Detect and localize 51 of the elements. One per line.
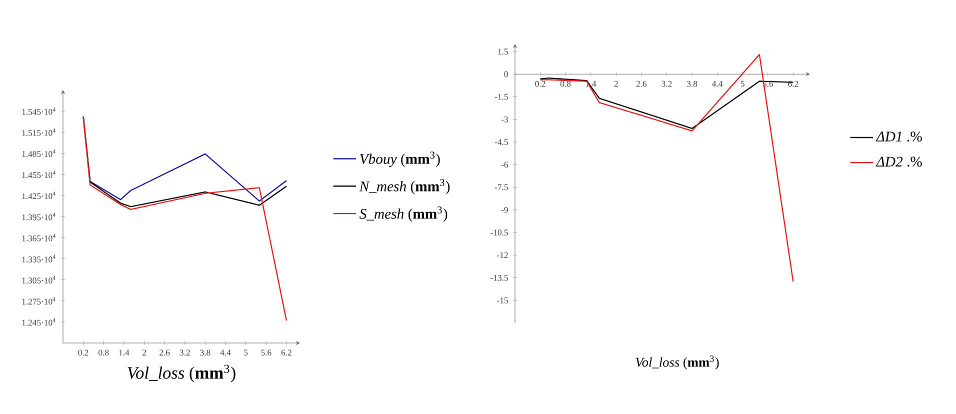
x-tick-label: 5 (244, 350, 248, 356)
y-tick-label: 1.5 (498, 48, 508, 54)
y-tick-label: 1.515·10$^{4}$ (22, 128, 56, 136)
x-tick-label: 1.4 (119, 350, 130, 356)
y-tick-label: 1.245·10$^{4}$ (22, 318, 56, 326)
y-tick-label: 1.545·10$^{4}$ (22, 107, 56, 115)
legend-label: S_mesh (mm$^{3}$) (360, 206, 448, 222)
x-tick-label: 0.8 (560, 80, 571, 87)
y-tick-label: -9 (501, 206, 508, 213)
y-tick-label: 1.365·10$^{4}$ (22, 234, 56, 242)
y-tick-label: 1.395·10$^{4}$ (22, 212, 56, 220)
x-tick-label: 3.8 (200, 350, 210, 356)
x-tick-label: 2.6 (160, 350, 170, 356)
legend-label: N_mesh (mm$^{3}$) (359, 179, 450, 194)
y-tick-label: -15 (497, 297, 508, 304)
y-tick-label: -3 (501, 116, 508, 122)
x-tick-label: 4.4 (712, 80, 723, 87)
y-tick-label: -7.5 (494, 184, 508, 190)
y-tick-label: 1.425·10$^{4}$ (22, 192, 56, 200)
x-tick-label: 2 (614, 80, 618, 87)
x-axis-title: Vol_loss (mm$^{3}$) (636, 356, 719, 370)
x-tick-label: 6.2 (281, 350, 292, 356)
x-tick-label: 3.8 (687, 80, 698, 87)
x-tick-label: 3.2 (662, 80, 672, 87)
y-tick-label: 1.335·10$^{4}$ (22, 254, 56, 262)
y-tick-label: 1.275·10$^{4}$ (22, 297, 56, 305)
x-tick-label: 4.4 (220, 350, 231, 356)
legend-label: ΔD1 .% (876, 132, 922, 142)
x-tick-label: 2.6 (636, 80, 647, 87)
legend-label: ΔD2 .% (876, 156, 922, 167)
y-tick-label: 1.485·10$^{4}$ (22, 150, 56, 157)
x-tick-label: 3.2 (180, 350, 190, 356)
legend-label: Vbouy (mm$^{3}$) (360, 152, 440, 167)
y-tick-label: 1.305·10$^{4}$ (22, 276, 56, 284)
x-tick-label: 6.2 (788, 80, 798, 87)
x-tick-label: 0.2 (78, 350, 88, 356)
y-tick-label: -12 (497, 252, 508, 258)
x-tick-label: 5 (740, 80, 744, 87)
y-tick-label: -10.5 (490, 230, 508, 236)
y-tick-label: -1.5 (494, 94, 508, 100)
x-tick-label: 2 (142, 350, 146, 356)
x-axis-title: Vol_loss (mm$^{3}$) (128, 364, 236, 382)
y-tick-label: 0 (504, 71, 508, 78)
x-tick-label: 0.2 (535, 80, 546, 87)
y-tick-label: -13.5 (490, 274, 508, 281)
y-tick-label: -6 (501, 162, 508, 168)
x-tick-label: 5.6 (261, 350, 272, 356)
x-tick-label: 0.8 (98, 350, 109, 356)
y-tick-label: -4.5 (494, 139, 508, 145)
y-tick-label: 1.455·10$^{4}$ (22, 170, 56, 178)
line-series (82, 116, 288, 322)
